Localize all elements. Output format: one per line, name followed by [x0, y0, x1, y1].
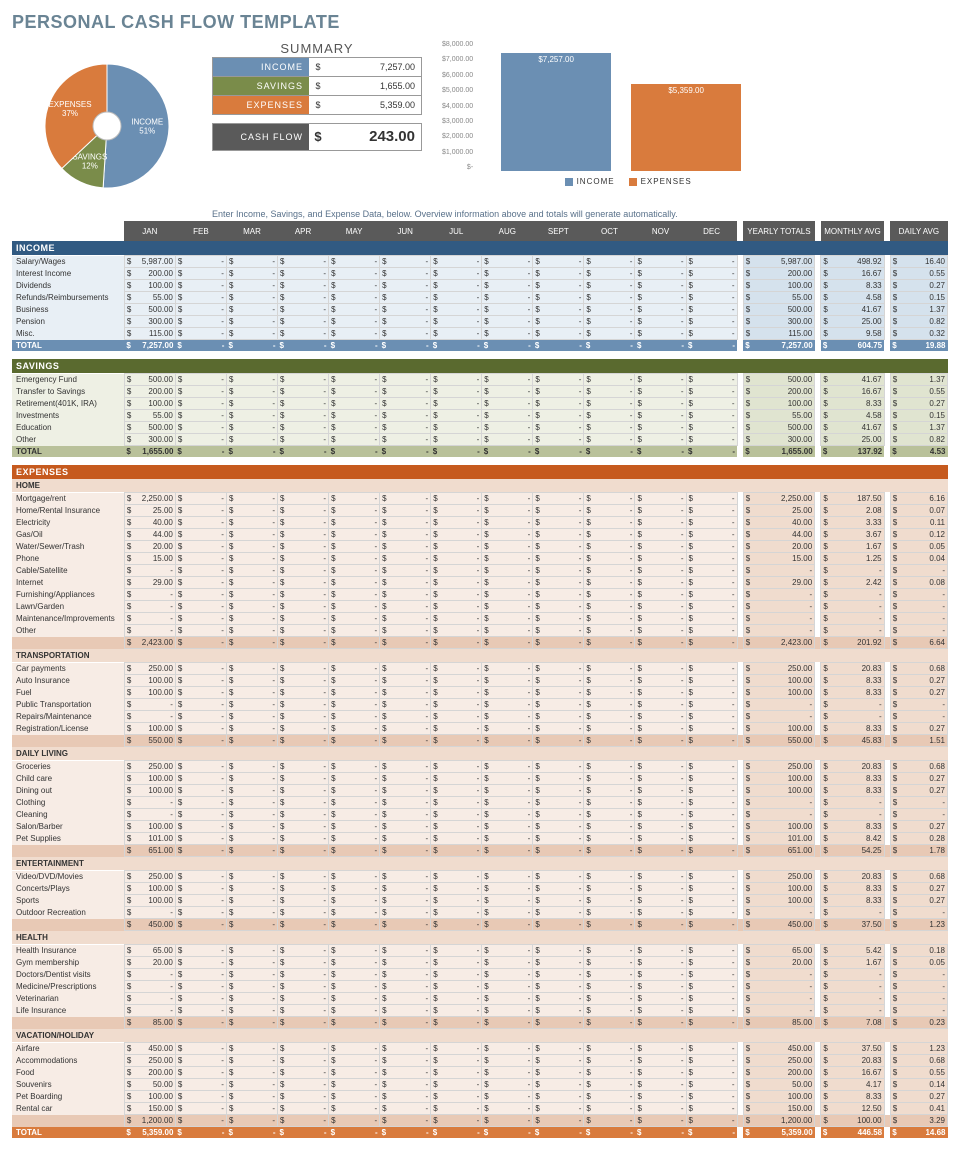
table-row: Transfer to Savings$200.00$-$-$-$-$-$-$-… [12, 386, 948, 398]
subsection-home: HOME [12, 479, 948, 493]
table-row: Rental car$150.00$-$-$-$-$-$-$-$-$-$-$-$… [12, 1103, 948, 1115]
table-row: Water/Sewer/Trash$20.00$-$-$-$-$-$-$-$-$… [12, 541, 948, 553]
section-total: TOTAL$1,655.00$-$-$-$-$-$-$-$-$-$-$-$1,6… [12, 446, 948, 458]
bar-expenses: $5,359.00 [631, 84, 741, 171]
summary-title: SUMMARY [212, 41, 422, 56]
section-total: TOTAL$7,257.00$-$-$-$-$-$-$-$-$-$-$-$7,2… [12, 340, 948, 352]
table-row: Car payments$250.00$-$-$-$-$-$-$-$-$-$-$… [12, 663, 948, 675]
table-row: Groceries$250.00$-$-$-$-$-$-$-$-$-$-$-$2… [12, 761, 948, 773]
table-row: Video/DVD/Movies$250.00$-$-$-$-$-$-$-$-$… [12, 871, 948, 883]
subtotal-row: $1,200.00$-$-$-$-$-$-$-$-$-$-$-$1,200.00… [12, 1115, 948, 1127]
svg-text:12%: 12% [82, 161, 98, 170]
table-row: Medicine/Prescriptions$-$-$-$-$-$-$-$-$-… [12, 981, 948, 993]
table-row: Salon/Barber$100.00$-$-$-$-$-$-$-$-$-$-$… [12, 821, 948, 833]
table-row: Auto Insurance$100.00$-$-$-$-$-$-$-$-$-$… [12, 675, 948, 687]
table-row: Fuel$100.00$-$-$-$-$-$-$-$-$-$-$-$100.00… [12, 687, 948, 699]
table-row: Gas/Oil$44.00$-$-$-$-$-$-$-$-$-$-$-$44.0… [12, 529, 948, 541]
table-row: Clothing$-$-$-$-$-$-$-$-$-$-$-$-$-$-$- [12, 797, 948, 809]
table-row: Furnishing/Appliances$-$-$-$-$-$-$-$-$-$… [12, 589, 948, 601]
table-row: Pension$300.00$-$-$-$-$-$-$-$-$-$-$-$300… [12, 316, 948, 328]
instruction-note: Enter Income, Savings, and Expense Data,… [212, 209, 948, 219]
table-row: Investments$55.00$-$-$-$-$-$-$-$-$-$-$-$… [12, 410, 948, 422]
table-row: Other$-$-$-$-$-$-$-$-$-$-$-$-$-$-$- [12, 625, 948, 637]
section-savings: SAVINGS [12, 359, 948, 374]
table-row: Maintenance/Improvements$-$-$-$-$-$-$-$-… [12, 613, 948, 625]
bar-chart: $8,000.00$7,000.00$6,000.00$5,000.00$4,0… [442, 41, 948, 186]
table-row: Souvenirs$50.00$-$-$-$-$-$-$-$-$-$-$-$50… [12, 1079, 948, 1091]
table-row: Concerts/Plays$100.00$-$-$-$-$-$-$-$-$-$… [12, 883, 948, 895]
subtotal-row: $450.00$-$-$-$-$-$-$-$-$-$-$-$450.00$37.… [12, 919, 948, 931]
table-row: Veterinarian$-$-$-$-$-$-$-$-$-$-$-$-$-$-… [12, 993, 948, 1005]
svg-text:EXPENSES: EXPENSES [48, 100, 91, 109]
subsection-daily-living: DAILY LIVING [12, 747, 948, 761]
svg-text:37%: 37% [62, 109, 78, 118]
table-row: Sports$100.00$-$-$-$-$-$-$-$-$-$-$-$100.… [12, 895, 948, 907]
cash-flow-label: CASH FLOW [213, 124, 309, 150]
subsection-health: HEALTH [12, 931, 948, 945]
table-row: Accommodations$250.00$-$-$-$-$-$-$-$-$-$… [12, 1055, 948, 1067]
pie-chart: INCOME51%SAVINGS12%EXPENSES37% [12, 41, 192, 203]
bar-legend: INCOMEEXPENSES [481, 177, 761, 186]
svg-text:51%: 51% [139, 126, 155, 135]
table-row: Registration/License$100.00$-$-$-$-$-$-$… [12, 723, 948, 735]
table-row: Outdoor Recreation$-$-$-$-$-$-$-$-$-$-$-… [12, 907, 948, 919]
table-row: Lawn/Garden$-$-$-$-$-$-$-$-$-$-$-$-$-$-$… [12, 601, 948, 613]
table-row: Phone$15.00$-$-$-$-$-$-$-$-$-$-$-$15.00$… [12, 553, 948, 565]
table-row: Business$500.00$-$-$-$-$-$-$-$-$-$-$-$50… [12, 304, 948, 316]
section-income: INCOME [12, 241, 948, 256]
table-row: Child care$100.00$-$-$-$-$-$-$-$-$-$-$-$… [12, 773, 948, 785]
summary-table: SUMMARY INCOME$7,257.00SAVINGS$1,655.00E… [212, 41, 422, 151]
table-row: Home/Rental Insurance$25.00$-$-$-$-$-$-$… [12, 505, 948, 517]
table-row: Misc.$115.00$-$-$-$-$-$-$-$-$-$-$-$115.0… [12, 328, 948, 340]
table-row: Mortgage/rent$2,250.00$-$-$-$-$-$-$-$-$-… [12, 493, 948, 505]
section-expenses: EXPENSES [12, 465, 948, 479]
table-row: Doctors/Dentist visits$-$-$-$-$-$-$-$-$-… [12, 969, 948, 981]
table-row: Public Transportation$-$-$-$-$-$-$-$-$-$… [12, 699, 948, 711]
cashflow-table: JANFEBMARAPRMAYJUNJULAUGSEPTOCTNOVDECYEA… [12, 221, 948, 1146]
table-row: Refunds/Reimbursements$55.00$-$-$-$-$-$-… [12, 292, 948, 304]
table-row: Interest Income$200.00$-$-$-$-$-$-$-$-$-… [12, 268, 948, 280]
table-row: Repairs/Maintenance$-$-$-$-$-$-$-$-$-$-$… [12, 711, 948, 723]
month-header: JANFEBMARAPRMAYJUNJULAUGSEPTOCTNOVDECYEA… [12, 221, 948, 241]
table-row: Health Insurance$65.00$-$-$-$-$-$-$-$-$-… [12, 945, 948, 957]
table-row: Cable/Satellite$-$-$-$-$-$-$-$-$-$-$-$-$… [12, 565, 948, 577]
subtotal-row: $550.00$-$-$-$-$-$-$-$-$-$-$-$550.00$45.… [12, 735, 948, 747]
table-row: Pet Supplies$101.00$-$-$-$-$-$-$-$-$-$-$… [12, 833, 948, 845]
table-row: Internet$29.00$-$-$-$-$-$-$-$-$-$-$-$29.… [12, 577, 948, 589]
summary-row: EXPENSES$5,359.00 [212, 95, 422, 115]
section-total: TOTAL$5,359.00$-$-$-$-$-$-$-$-$-$-$-$5,3… [12, 1127, 948, 1139]
table-row: Salary/Wages$5,987.00$-$-$-$-$-$-$-$-$-$… [12, 256, 948, 268]
table-row: Emergency Fund$500.00$-$-$-$-$-$-$-$-$-$… [12, 374, 948, 386]
subtotal-row: $2,423.00$-$-$-$-$-$-$-$-$-$-$-$2,423.00… [12, 637, 948, 649]
svg-text:INCOME: INCOME [131, 117, 163, 126]
table-row: Education$500.00$-$-$-$-$-$-$-$-$-$-$-$5… [12, 422, 948, 434]
subsection-transportation: TRANSPORTATION [12, 649, 948, 663]
summary-panel: INCOME51%SAVINGS12%EXPENSES37% SUMMARY I… [12, 41, 948, 203]
summary-row: SAVINGS$1,655.00 [212, 76, 422, 96]
bar-income: $7,257.00 [501, 53, 611, 171]
summary-row: INCOME$7,257.00 [212, 57, 422, 77]
table-row: Cleaning$-$-$-$-$-$-$-$-$-$-$-$-$-$-$- [12, 809, 948, 821]
table-row: Retirement(401K, IRA)$100.00$-$-$-$-$-$-… [12, 398, 948, 410]
subsection-entertainment: ENTERTAINMENT [12, 857, 948, 871]
cash-flow-row: CASH FLOW $ 243.00 [212, 123, 422, 151]
table-row: Life Insurance$-$-$-$-$-$-$-$-$-$-$-$-$-… [12, 1005, 948, 1017]
table-row: Food$200.00$-$-$-$-$-$-$-$-$-$-$-$200.00… [12, 1067, 948, 1079]
table-row: Other$300.00$-$-$-$-$-$-$-$-$-$-$-$300.0… [12, 434, 948, 446]
table-row: Airfare$450.00$-$-$-$-$-$-$-$-$-$-$-$450… [12, 1043, 948, 1055]
subtotal-row: $85.00$-$-$-$-$-$-$-$-$-$-$-$85.00$7.08$… [12, 1017, 948, 1029]
subtotal-row: $651.00$-$-$-$-$-$-$-$-$-$-$-$651.00$54.… [12, 845, 948, 857]
table-row: Gym membership$20.00$-$-$-$-$-$-$-$-$-$-… [12, 957, 948, 969]
table-row: Pet Boarding$100.00$-$-$-$-$-$-$-$-$-$-$… [12, 1091, 948, 1103]
table-row: Dining out$100.00$-$-$-$-$-$-$-$-$-$-$-$… [12, 785, 948, 797]
subsection-vacation-holiday: VACATION/HOLIDAY [12, 1029, 948, 1043]
page-title: PERSONAL CASH FLOW TEMPLATE [12, 12, 948, 33]
table-row: Dividends$100.00$-$-$-$-$-$-$-$-$-$-$-$1… [12, 280, 948, 292]
table-row: Electricity$40.00$-$-$-$-$-$-$-$-$-$-$-$… [12, 517, 948, 529]
cash-flow-value: 243.00 [327, 124, 421, 150]
